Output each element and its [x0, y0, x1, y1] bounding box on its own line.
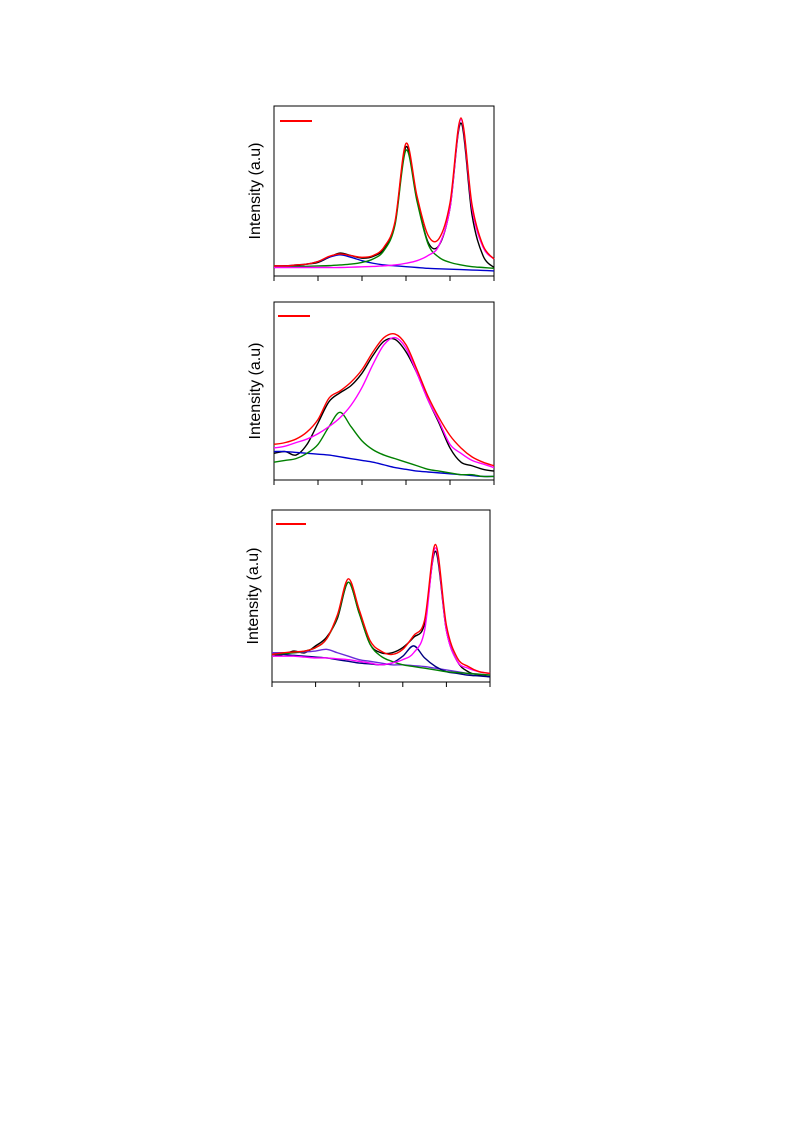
data-line: [273, 149, 495, 270]
data-line: [273, 117, 495, 267]
data-line: [271, 648, 491, 676]
y-axis-label: Intensity (a.u): [247, 343, 264, 440]
data-line: [273, 122, 495, 269]
data-line: [273, 332, 495, 467]
data-line: [274, 118, 495, 269]
data-line: [271, 543, 491, 675]
y-axis-label: Intensity (a.u): [245, 548, 262, 645]
data-line: [273, 254, 495, 272]
plot-frame: [271, 509, 491, 683]
plot-frame: [273, 301, 495, 481]
plot-frame: [273, 105, 495, 277]
y-axis-label: Intensity (a.u): [247, 143, 264, 240]
data-line: [273, 337, 495, 472]
data-line: [272, 547, 491, 675]
data-line: [273, 411, 495, 478]
data-line: [273, 336, 495, 469]
